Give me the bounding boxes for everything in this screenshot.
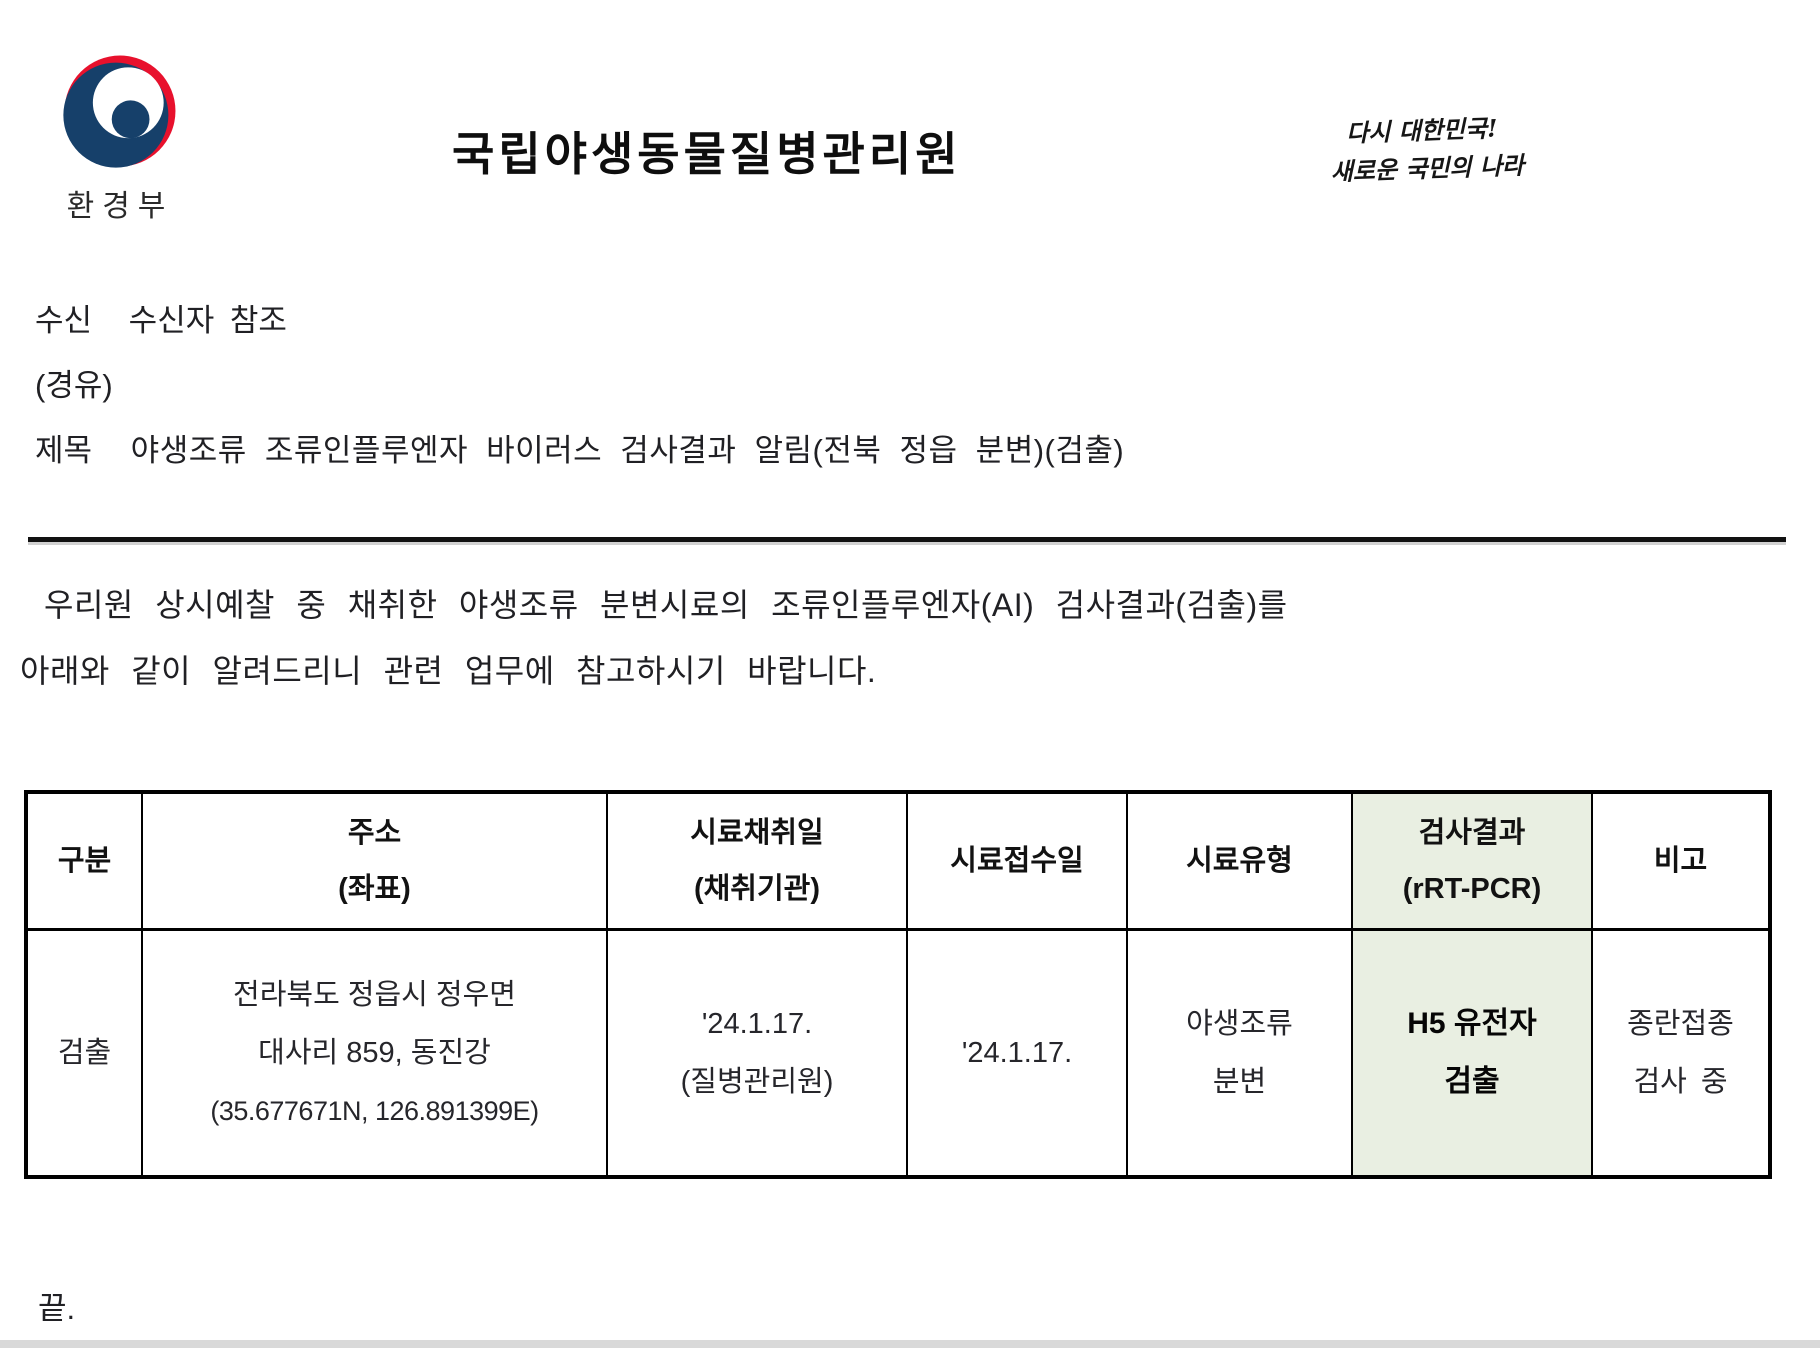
government-slogan: 다시 대한민국! 새로운 국민의 나라 [1329,109,1525,191]
cell-receipt-date: '24.1.17. [906,928,1128,1178]
ministry-name: 환경부 [66,190,174,223]
institute-title: 국립야생동물질병관리원 [452,128,962,180]
cell-address: 전라북도 정읍시 정우면 대사리 859, 동진강 (35.677671N, 1… [141,928,608,1178]
header-receipt-date: 시료접수일 [906,791,1128,931]
test-results-table: 구분 주소 (좌표) 시료채취일 (채취기관) 시료접수일 시료유형 검사결과 [24,790,1772,1179]
header-note: 비고 [1591,791,1771,931]
ministry-logo-block: 환경부 [58,52,182,225]
subject-label: 제목 [35,433,93,468]
document-end-mark: 끝. [38,1291,76,1326]
cell-category: 검출 [25,928,143,1178]
subject-value: 야생조류 조류인플루엔자 바이러스 검사결과 알림(전북 정읍 분변)(검출) [130,433,1125,468]
table-data-row: 검출 전라북도 정읍시 정우면 대사리 859, 동진강 (35.677671N… [25,928,1771,1178]
recipient-label: 수신 [35,303,93,338]
body-paragraph-line2: 아래와 같이 알려드리니 관련 업무에 참고하시기 바랍니다. [20,653,877,689]
header-sample-type: 시료유형 [1126,791,1353,931]
header-collection-date: 시료채취일 (채취기관) [606,791,908,931]
cell-sample-type: 야생조류 분변 [1126,928,1353,1178]
header-test-result: 검사결과 (rRT-PCR) [1351,791,1593,931]
slogan-line2: 새로운 국민의 나라 [1330,150,1525,187]
table-header-row: 구분 주소 (좌표) 시료채취일 (채취기관) 시료접수일 시료유형 검사결과 [25,791,1771,931]
recipient-value: 수신자 참조 [128,303,287,338]
cell-test-result: H5 유전자 검출 [1351,928,1593,1178]
page-bottom-edge [0,1340,1820,1348]
cell-note: 종란접종 검사 중 [1591,928,1771,1178]
header-category: 구분 [25,791,143,931]
body-paragraph-line1: 우리원 상시예찰 중 채취한 야생조류 분변시료의 조류인플루엔자(AI) 검사… [44,587,1288,623]
subject-line: 제목 야생조류 조류인플루엔자 바이러스 검사결과 알림(전북 정읍 분변)(검… [35,425,1124,470]
government-emblem-icon [63,55,176,168]
cell-collection-date: '24.1.17. (질병관리원) [606,928,908,1178]
slogan-line1: 다시 대한민국! [1345,113,1498,148]
recipient-line: 수신 수신자 참조 [35,295,287,340]
subject-divider-rule [28,537,1786,542]
header-address: 주소 (좌표) [141,791,608,931]
via-line: (경유) [35,368,113,403]
